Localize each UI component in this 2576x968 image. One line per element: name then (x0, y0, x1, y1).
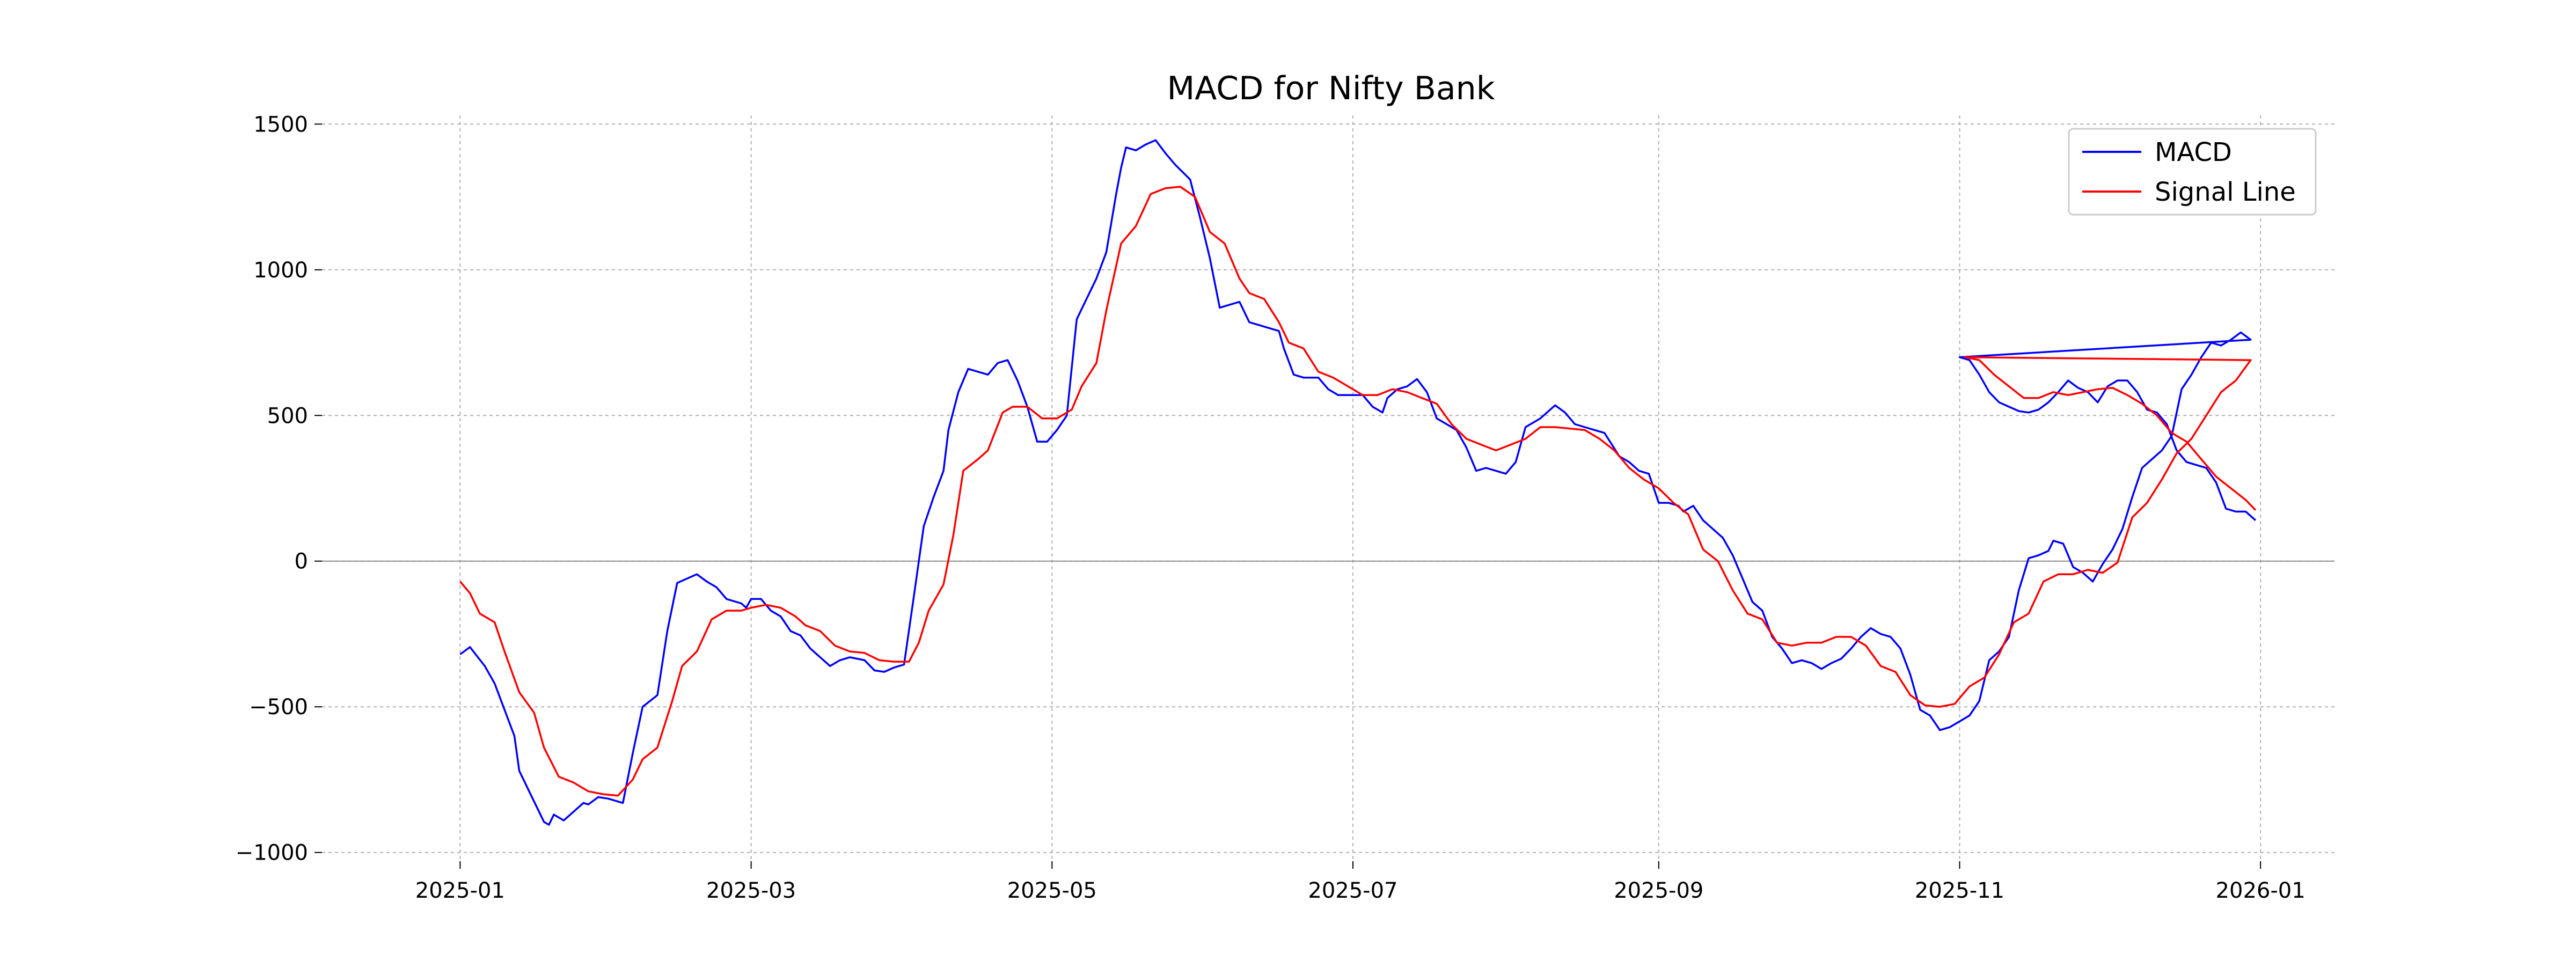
y-axis: 1500 1000 500 0 −500 −1000 (236, 112, 322, 866)
x-tick-label: 2025-07 (1308, 878, 1397, 903)
y-tick-label: 1500 (253, 112, 308, 137)
x-tick-label: 2026-01 (2216, 878, 2306, 903)
y-tick-label: −500 (249, 695, 308, 720)
series-layer (459, 139, 2257, 826)
x-tick-label: 2025-03 (706, 878, 796, 903)
legend: MACD Signal Line (2068, 128, 2317, 216)
y-tick-label: −1000 (236, 841, 308, 866)
legend-label-signal-line: Signal Line (2155, 177, 2296, 207)
legend-label-macd: MACD (2155, 137, 2232, 167)
series-line-signal-line (459, 186, 2257, 797)
series-line-macd (459, 139, 2257, 826)
x-tick-label: 2025-01 (415, 878, 505, 903)
x-tick-label: 2025-09 (1614, 878, 1703, 903)
y-tick-label: 500 (267, 404, 308, 428)
x-axis: 2025-01 2025-03 2025-05 2025-07 2025-09 2025-… (415, 861, 2306, 903)
chart-title: MACD for Nifty Bank (1167, 70, 1495, 107)
grid (322, 115, 2334, 861)
legend-box (2068, 128, 2317, 216)
x-tick-label: 2025-11 (1915, 878, 2004, 903)
x-tick-label: 2025-05 (1007, 878, 1097, 903)
y-tick-label: 1000 (253, 258, 308, 283)
y-tick-label: 0 (295, 549, 308, 574)
